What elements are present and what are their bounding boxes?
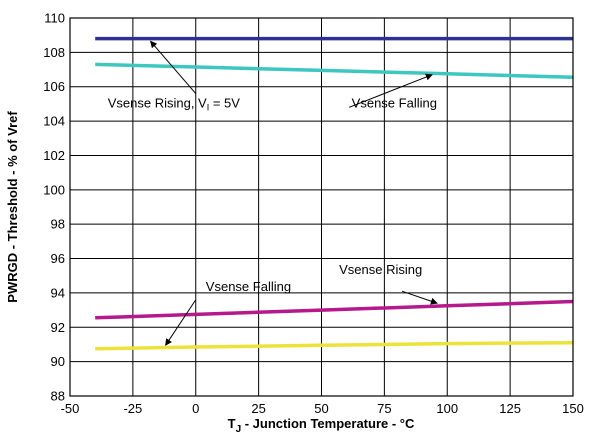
- y-tick-label: 106: [43, 79, 65, 94]
- x-tick-label: 125: [499, 401, 521, 416]
- annotation-label-rising-lower: Vsense Rising: [339, 262, 422, 277]
- y-tick-label: 96: [51, 251, 65, 266]
- x-axis-title-rest: - Junction Temperature - °C: [241, 416, 415, 431]
- x-axis-title-prefix: T: [228, 416, 236, 431]
- annotation-label-falling-lower: Vsense Falling: [206, 279, 291, 294]
- y-tick-label: 88: [51, 389, 65, 404]
- annotation-arrow-falling-upper: [348, 73, 433, 108]
- y-tick-label: 104: [43, 114, 65, 129]
- x-axis-title: TJ - Junction Temperature - °C: [228, 416, 415, 435]
- tick-labels: -50 -25 0 25 50 75 100 125 150 88 90 92 94 96 98 100 102…: [43, 11, 584, 417]
- annotation-label-falling-upper: Vsense Falling: [352, 95, 437, 110]
- y-tick-label: 102: [43, 148, 65, 163]
- y-axis-title: PWRGD - Threshold - % of Vref: [5, 111, 20, 303]
- y-tick-label: 94: [51, 285, 65, 300]
- x-tick-label: -25: [123, 401, 142, 416]
- y-tick-label: 98: [51, 217, 65, 232]
- x-tick-label: 100: [436, 401, 458, 416]
- y-tick-label: 110: [44, 11, 65, 26]
- x-tick-label: 75: [377, 401, 391, 416]
- series-line-4: [95, 340, 574, 351]
- series-line-3: [95, 299, 574, 320]
- x-tick-label: -50: [61, 401, 80, 416]
- grid-lines: [69, 17, 574, 397]
- x-tick-label: 0: [192, 401, 199, 416]
- series-line-2: [95, 62, 574, 80]
- y-tick-label: 92: [51, 320, 65, 335]
- y-tick-label: 100: [43, 182, 65, 197]
- y-tick-label: 90: [51, 354, 65, 369]
- annotations: Vsense Rising, VI = 5V Vsense Falling Vsen…: [108, 40, 438, 346]
- y-tick-label: 108: [43, 45, 65, 60]
- annotation-label-rising-upper: Vsense Rising, VI = 5V: [108, 95, 241, 112]
- annotation-arrow-falling-lower: [165, 299, 197, 346]
- annotation-arrow-rising-upper: [150, 40, 197, 94]
- x-tick-label: 25: [251, 401, 265, 416]
- annotation-arrow-rising-lower: [401, 290, 438, 305]
- series-lines: [95, 36, 574, 351]
- x-tick-label: 50: [314, 401, 328, 416]
- x-tick-label: 150: [562, 401, 584, 416]
- x-axis-title-subscript: J: [236, 424, 242, 435]
- plot-frame: [69, 17, 574, 397]
